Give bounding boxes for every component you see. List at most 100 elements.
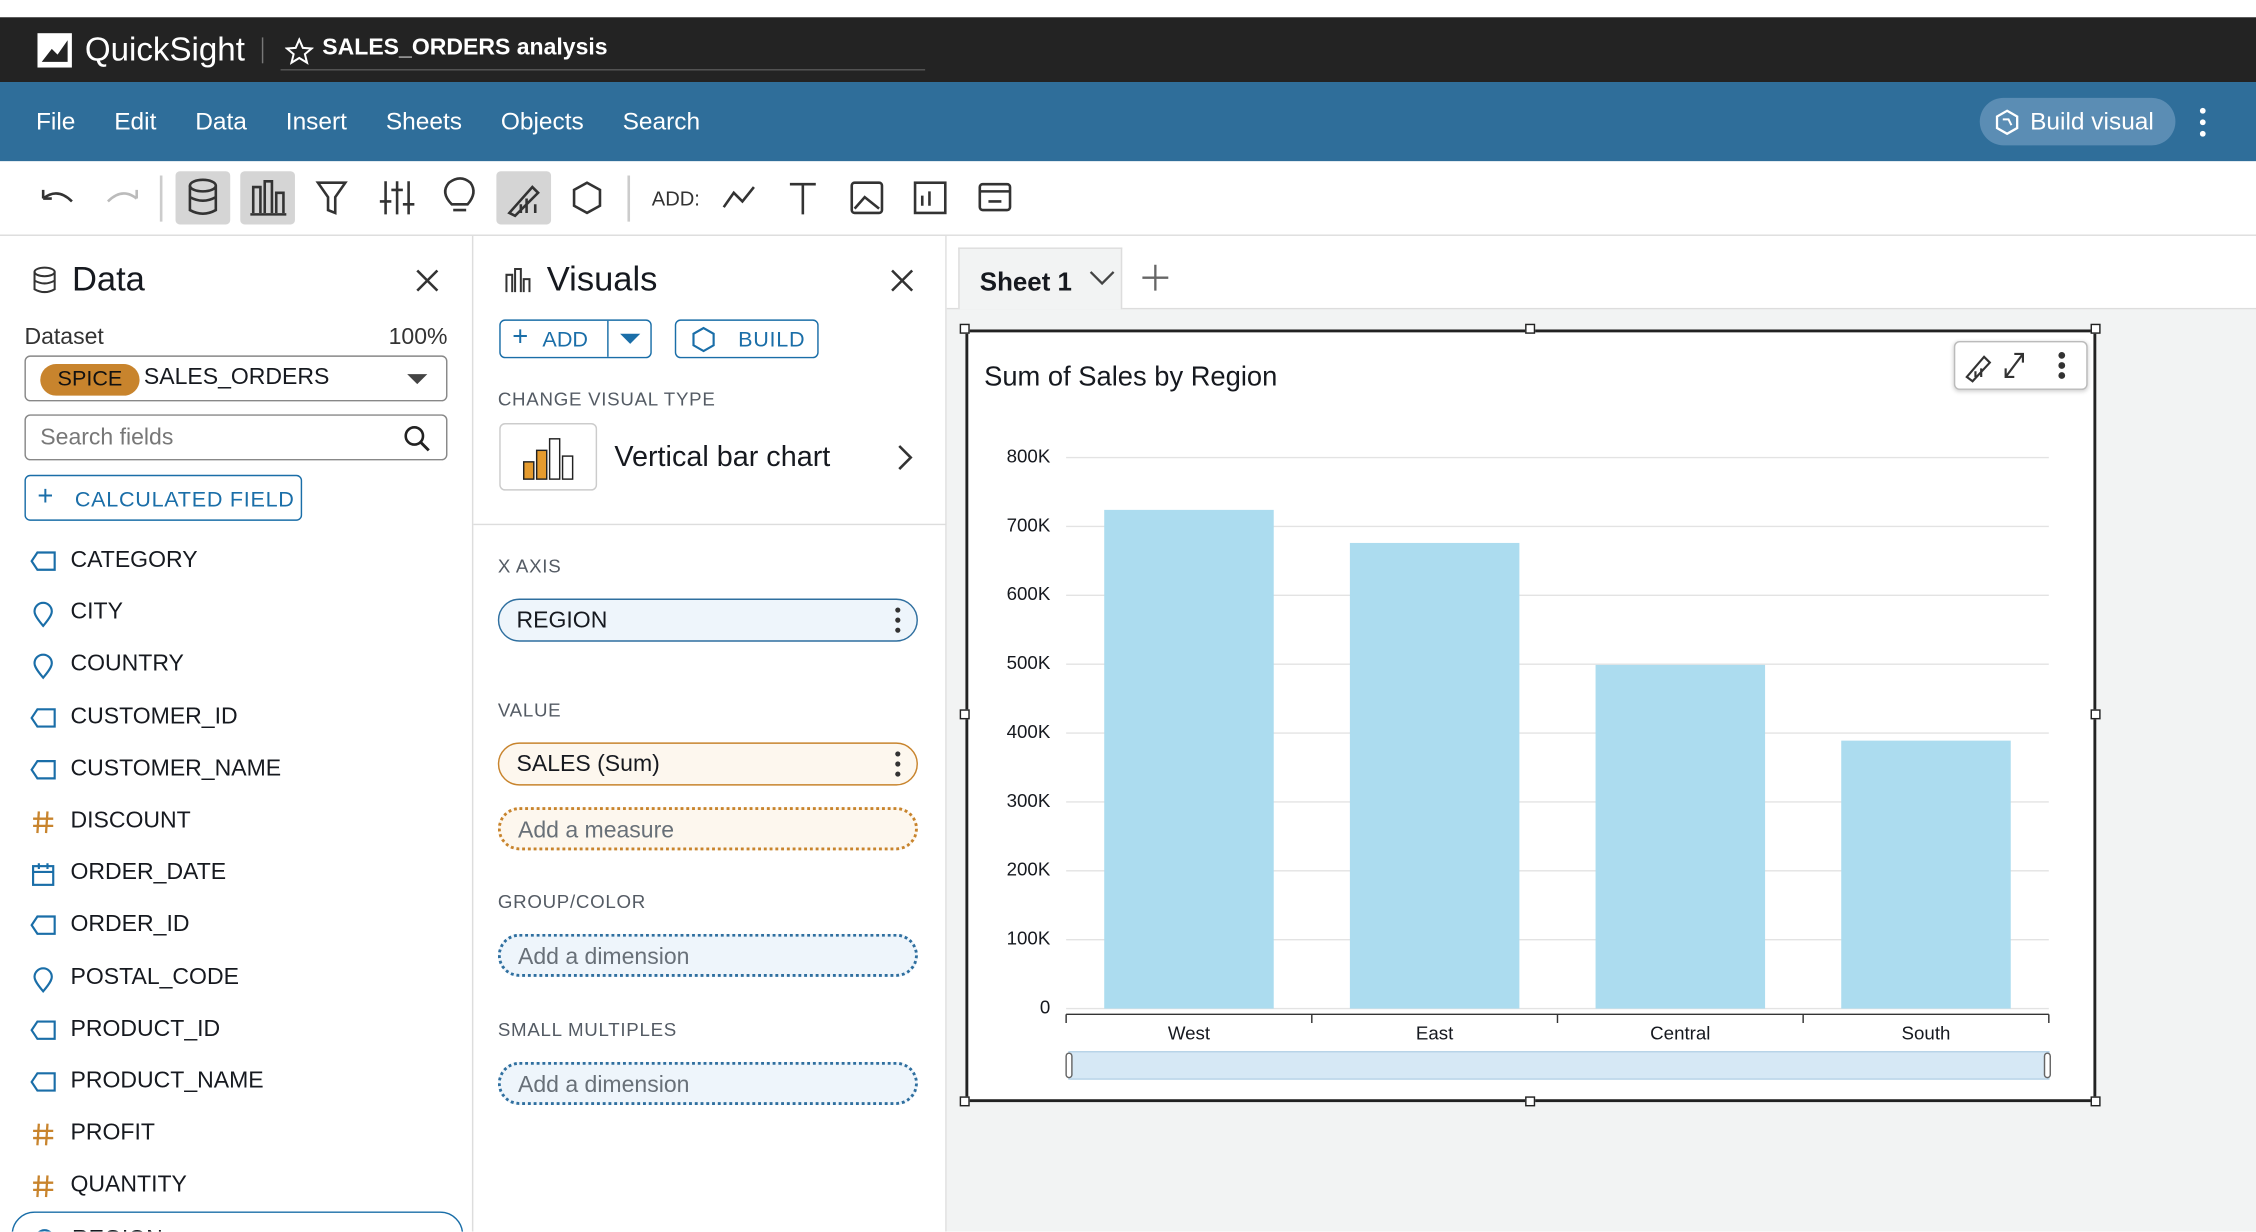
build-icon xyxy=(1995,109,2019,136)
resize-handle[interactable] xyxy=(1525,323,1536,334)
chart-title: Sum of Sales by Region xyxy=(984,361,1277,392)
resize-handle[interactable] xyxy=(1525,1096,1536,1107)
resize-handle[interactable] xyxy=(959,323,970,334)
field[interactable]: COUNTRY xyxy=(29,649,446,684)
resize-handle[interactable] xyxy=(2090,1096,2101,1107)
menu-item[interactable]: Edit xyxy=(114,107,157,136)
field[interactable]: PROFIT xyxy=(29,1118,446,1153)
sheet-tab-bar xyxy=(946,235,2256,310)
well-label: VALUE xyxy=(497,699,562,721)
field[interactable]: ORDER_DATE xyxy=(29,858,446,893)
analysis-name[interactable]: SALES_ORDERS analysis xyxy=(322,35,608,61)
params-icon[interactable] xyxy=(379,181,415,215)
scrollbar[interactable] xyxy=(1068,1051,2050,1080)
expand[interactable] xyxy=(2004,352,2025,379)
drop-target[interactable]: Add a dimension xyxy=(497,933,918,977)
field-pill[interactable]: REGION xyxy=(497,598,918,642)
field-icon xyxy=(33,1123,54,1146)
dataset-percent: 100% xyxy=(388,325,448,350)
visuals-icon[interactable] xyxy=(250,179,287,216)
sheet-dropdown[interactable] xyxy=(1089,270,1115,287)
menu-item[interactable]: Search xyxy=(622,107,701,136)
field[interactable]: CITY xyxy=(29,597,446,632)
field[interactable]: PRODUCT_NAME xyxy=(29,1066,446,1101)
drop-target[interactable]: Add a measure xyxy=(497,807,918,851)
kebab[interactable] xyxy=(2196,106,2210,138)
add-embed[interactable] xyxy=(978,182,1012,212)
change-visual-type-label: CHANGE VISUAL TYPE xyxy=(497,388,716,411)
bar xyxy=(1595,664,1766,1009)
menu-item[interactable]: Data xyxy=(195,107,247,136)
y-tick-label: 0 xyxy=(1040,997,1050,1018)
build-visual-button[interactable]: Build visual xyxy=(1979,97,2176,146)
logo xyxy=(37,33,72,68)
field[interactable]: PRODUCT_ID xyxy=(29,1014,446,1049)
visual-type-icon[interactable] xyxy=(499,423,598,491)
add-insight[interactable] xyxy=(913,181,947,215)
field-icon xyxy=(33,602,53,628)
format-visual[interactable] xyxy=(1965,355,1992,383)
field-name: DISCOUNT xyxy=(70,808,191,834)
sheet-tab[interactable]: Sheet 1 xyxy=(958,247,1123,310)
app-name: QuickSight xyxy=(84,30,245,68)
insights-icon[interactable] xyxy=(443,177,475,212)
resize-handle[interactable] xyxy=(959,1096,970,1107)
field[interactable]: DISCOUNT xyxy=(29,806,446,841)
pill-menu[interactable] xyxy=(893,750,902,779)
y-tick-label: 700K xyxy=(1007,514,1051,535)
field-icon xyxy=(30,759,56,780)
field[interactable]: REGION xyxy=(11,1210,464,1232)
filter-icon[interactable] xyxy=(315,181,348,215)
build-button[interactable]: BUILD xyxy=(674,319,819,359)
build-icon[interactable] xyxy=(572,181,602,215)
y-tick-label: 200K xyxy=(1007,859,1051,880)
format-icon[interactable] xyxy=(507,185,540,218)
menu-item[interactable]: Objects xyxy=(500,107,584,136)
dataset-select[interactable]: SPICE SALES_ORDERS xyxy=(24,355,448,402)
field-name: PRODUCT_ID xyxy=(70,1016,221,1042)
field-name: ORDER_DATE xyxy=(70,860,227,886)
close-visuals[interactable] xyxy=(889,268,915,294)
y-tick-label: 300K xyxy=(1007,790,1051,811)
field-icon xyxy=(33,966,53,993)
calculated-field-button[interactable]: + CALCULATED FIELD xyxy=(24,474,303,521)
add-line[interactable] xyxy=(722,186,755,208)
add-image[interactable] xyxy=(850,181,884,215)
add-dropdown[interactable] xyxy=(619,332,642,346)
close-data[interactable] xyxy=(414,268,440,294)
bar xyxy=(1104,509,1274,1009)
field-icon xyxy=(32,863,55,887)
menu-item[interactable]: File xyxy=(35,107,76,136)
add-visual-button[interactable]: + ADD xyxy=(499,319,652,359)
menu-item[interactable]: Sheets xyxy=(385,107,462,136)
resize-handle[interactable] xyxy=(959,709,970,720)
field-name: CATEGORY xyxy=(70,548,198,573)
field-name: CITY xyxy=(70,600,123,625)
resize-handle[interactable] xyxy=(2090,323,2101,334)
field[interactable]: CATEGORY xyxy=(29,545,446,580)
menu-item[interactable]: Insert xyxy=(285,107,347,136)
field[interactable]: CUSTOMER_NAME xyxy=(29,754,446,789)
placeholder: Add a measure xyxy=(517,818,675,844)
star-icon[interactable] xyxy=(284,37,314,66)
field[interactable]: POSTAL_CODE xyxy=(29,962,446,997)
search-box[interactable]: Search fields xyxy=(24,414,448,461)
field[interactable]: CUSTOMER_ID xyxy=(29,702,446,737)
field[interactable]: QUANTITY xyxy=(29,1170,446,1205)
field-name: PRODUCT_NAME xyxy=(70,1069,264,1094)
well-label: SMALL MULTIPLES xyxy=(497,1018,678,1041)
build-label: BUILD xyxy=(738,328,806,353)
calculated-field-label: CALCULATED FIELD xyxy=(74,487,295,513)
redo[interactable] xyxy=(106,189,138,203)
y-tick-label: 400K xyxy=(1007,721,1051,742)
pill-menu[interactable] xyxy=(893,606,902,635)
chevron[interactable] xyxy=(895,443,915,472)
x-tick-label: South xyxy=(1902,1022,1951,1043)
field[interactable]: ORDER_ID xyxy=(29,910,446,945)
resize-handle[interactable] xyxy=(2090,709,2101,720)
drop-target[interactable]: Add a dimension xyxy=(497,1061,918,1105)
add-sheet[interactable] xyxy=(1141,263,1170,292)
add-text[interactable] xyxy=(789,182,816,215)
field-pill[interactable]: SALES (Sum) xyxy=(497,742,918,786)
undo[interactable] xyxy=(41,189,73,203)
